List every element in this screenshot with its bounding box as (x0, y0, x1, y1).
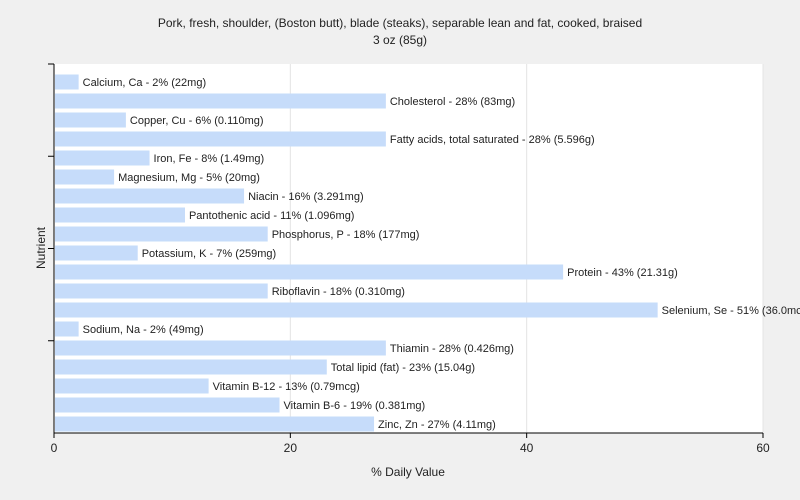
x-axis-label: % Daily Value (371, 465, 445, 479)
axis-layer: 0 20 40 60 (48, 63, 770, 455)
bar (55, 131, 386, 147)
bar (55, 302, 658, 318)
bar (55, 150, 150, 166)
bar (55, 74, 79, 90)
bar (55, 226, 268, 242)
bar (55, 340, 386, 356)
bar (55, 283, 268, 299)
bar-label: Calcium, Ca - 2% (22mg) (83, 77, 206, 89)
bar-label: Phosphorus, P - 18% (177mg) (272, 229, 420, 241)
bar-label: Iron, Fe - 8% (1.49mg) (154, 153, 265, 165)
bar (55, 359, 327, 375)
bar-label: Sodium, Na - 2% (49mg) (83, 324, 204, 336)
bar (55, 378, 209, 394)
bar-label: Thiamin - 28% (0.426mg) (390, 343, 514, 355)
bars-layer: Calcium, Ca - 2% (22mg) Cholesterol - 28%… (55, 74, 800, 432)
bar-label: Niacin - 16% (3.291mg) (248, 191, 364, 203)
bar-label: Vitamin B-12 - 13% (0.79mcg) (213, 381, 360, 393)
bar-label: Zinc, Zn - 27% (4.11mg) (378, 419, 496, 431)
bar-label: Magnesium, Mg - 5% (20mg) (118, 172, 260, 184)
bar-label: Total lipid (fat) - 23% (15.04g) (331, 362, 475, 374)
bar-label: Protein - 43% (21.31g) (567, 267, 678, 279)
bar-label: Selenium, Se - 51% (36.0mcg) (662, 305, 800, 317)
bar-label: Cholesterol - 28% (83mg) (390, 96, 515, 108)
bar (55, 321, 79, 337)
bar-label: Pantothenic acid - 11% (1.096mg) (189, 210, 355, 222)
bar (55, 207, 185, 223)
bar-label: Vitamin B-6 - 19% (0.381mg) (284, 400, 426, 412)
chart-subtitle: 3 oz (85g) (373, 33, 427, 47)
y-axis-label: Nutrient (34, 226, 48, 269)
bar (55, 397, 280, 413)
x-tick-label: 60 (756, 441, 770, 455)
bar-label: Copper, Cu - 6% (0.110mg) (130, 115, 264, 127)
x-tick-label: 20 (284, 441, 298, 455)
x-tick-label: 0 (51, 441, 58, 455)
bar (55, 264, 564, 280)
bar (55, 245, 138, 261)
bar-label: Potassium, K - 7% (259mg) (142, 248, 277, 260)
bar-label: Fatty acids, total saturated - 28% (5.59… (390, 134, 595, 146)
bar (55, 112, 126, 128)
bar (55, 416, 375, 432)
x-tick-label: 40 (520, 441, 534, 455)
chart-title: Pork, fresh, shoulder, (Boston butt), bl… (158, 16, 642, 30)
bar (55, 169, 115, 185)
bar (55, 188, 245, 204)
bar (55, 93, 386, 109)
bar-label: Riboflavin - 18% (0.310mg) (272, 286, 405, 298)
